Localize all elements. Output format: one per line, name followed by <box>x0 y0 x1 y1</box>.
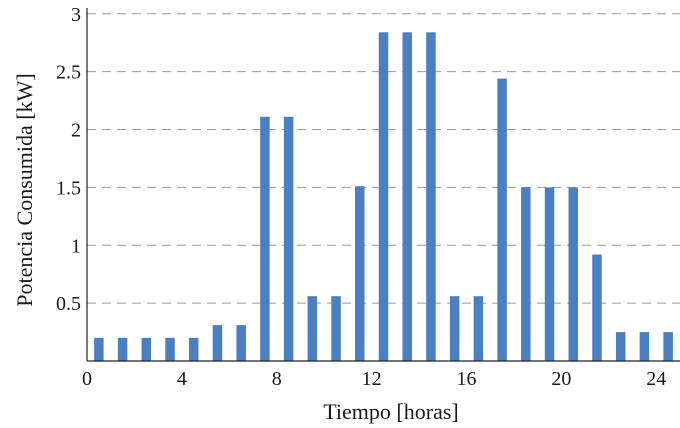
bar <box>212 325 223 361</box>
bar <box>497 78 507 361</box>
y-tick-label: 1.5 <box>56 177 81 199</box>
y-tick-label: 2 <box>71 120 81 142</box>
bar <box>473 296 484 361</box>
bar <box>449 296 460 361</box>
bar <box>663 332 673 361</box>
bar <box>141 337 152 361</box>
gridlines <box>87 13 680 304</box>
bar <box>94 337 104 361</box>
x-tick-labels: 0 4 8 12 16 20 24 <box>82 368 666 390</box>
bar <box>236 325 246 361</box>
y-tick-label: 0.5 <box>56 293 81 315</box>
bar <box>615 332 626 361</box>
x-tick-label: 0 <box>82 368 92 390</box>
x-axis-label: Tiempo [horas] <box>323 399 458 424</box>
x-tick-label: 20 <box>551 368 571 390</box>
bar <box>568 187 579 361</box>
bar <box>378 32 389 361</box>
y-tick-label: 2.5 <box>56 62 81 84</box>
bar <box>426 32 436 361</box>
bar <box>592 254 602 361</box>
bar <box>521 187 531 361</box>
x-tick-label: 24 <box>646 368 666 390</box>
x-tick-label: 8 <box>272 368 282 390</box>
x-tick-label: 12 <box>362 368 382 390</box>
bar <box>117 337 128 361</box>
y-tick-label: 3 <box>71 4 81 26</box>
bar <box>165 337 175 361</box>
x-tick-label: 4 <box>177 368 187 390</box>
x-tick-label: 16 <box>457 368 477 390</box>
bar <box>260 116 270 361</box>
y-axis-label: Potencia Consumida [kW] <box>12 73 37 306</box>
y-tick-labels: 0.5 1 1.5 2 2.5 3 <box>56 4 81 315</box>
y-tick-label: 1 <box>71 235 81 257</box>
bar <box>307 296 318 361</box>
bar <box>544 187 555 361</box>
bar <box>331 296 341 361</box>
bar <box>355 186 365 361</box>
bar <box>283 116 294 361</box>
bars <box>94 32 673 361</box>
bar <box>402 32 412 361</box>
bar <box>188 337 199 361</box>
bar <box>639 332 650 361</box>
